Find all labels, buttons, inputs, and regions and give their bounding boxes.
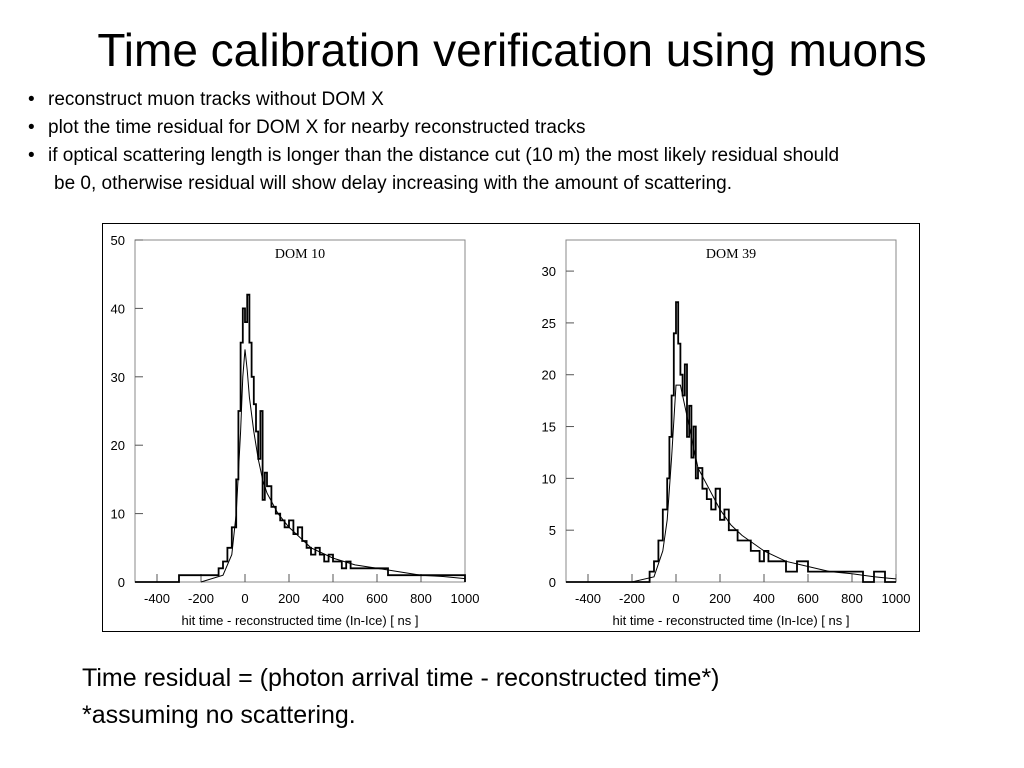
bullet-text: reconstruct muon tracks without DOM X [48,89,384,110]
fit-curve [200,349,466,583]
x-tick-label: -400 [144,591,170,606]
x-tick-label: 200 [278,591,300,606]
x-tick-label: 800 [410,591,432,606]
y-tick-label: 0 [118,575,125,590]
bullet-list: • reconstruct muon tracks without DOM X … [28,86,1008,198]
y-tick-label: 10 [542,471,556,486]
y-tick-label: 10 [111,507,125,522]
histogram-series [566,301,896,583]
x-tick-label: 1000 [451,591,480,606]
y-tick-label: 0 [549,575,556,590]
plot-frame [565,239,897,583]
x-tick-label: 1000 [882,591,911,606]
y-tick-label: 20 [111,438,125,453]
x-tick-label: 0 [241,591,248,606]
x-axis-label: hit time - reconstructed time (In-Ice) [… [182,613,419,628]
histogram-figure-svg: -400 -200 0 200 400 600 800 100001020304050hit … [111,233,911,628]
x-tick-label: 600 [797,591,819,606]
fit-curve [631,384,897,583]
footer-note: Time residual = (photon arrival time - r… [82,660,720,734]
bullet-text: be 0, otherwise residual will show delay… [54,173,733,194]
y-tick-label: 30 [542,264,556,279]
bullet-item: • reconstruct muon tracks without DOM X [28,86,1008,114]
bullet-text: if optical scattering length is longer t… [48,145,840,166]
y-tick-label: 15 [542,420,556,435]
histogram-series [135,293,466,583]
y-tick-label: 5 [549,523,556,538]
plot-frame [134,239,466,583]
y-tick-label: 50 [111,233,125,248]
histogram-figure: -400 -200 0 200 400 600 800 1000 0 10 20 30 40 50 hit … [102,223,920,632]
panel-title: DOM 10 [275,247,325,262]
bullet-glyph: • [28,89,35,110]
y-tick-label: 40 [111,301,125,316]
bullet-item: • plot the time residual for DOM X for n… [28,114,1008,142]
y-tick-label: 30 [111,370,125,385]
bullet-glyph: • [28,145,35,166]
x-tick-label: 400 [322,591,344,606]
slide-title: Time calibration verification using muon… [97,24,927,76]
x-tick-label: 200 [709,591,731,606]
bullet-item-continuation: be 0, otherwise residual will show delay… [28,170,1008,198]
x-axis-label: hit time - reconstructed time (In-Ice) [… [613,613,850,628]
x-tick-label: 0 [672,591,679,606]
x-tick-label: -200 [619,591,645,606]
y-tick-label: 20 [542,368,556,383]
x-tick-label: 400 [753,591,775,606]
panel-title: DOM 39 [706,247,756,262]
x-tick-label: 600 [366,591,388,606]
footer-line-assumption: *assuming no scattering. [82,701,356,729]
x-tick-label: -400 [575,591,601,606]
bullet-item: • if optical scattering length is longer… [28,142,1008,170]
bullet-text: plot the time residual for DOM X for nea… [48,117,586,138]
footer-line-definition: Time residual = (photon arrival time - r… [82,664,720,692]
y-tick-label: 25 [542,316,556,331]
bullet-glyph: • [28,117,35,138]
x-tick-label: 800 [841,591,863,606]
x-tick-label: -200 [188,591,214,606]
